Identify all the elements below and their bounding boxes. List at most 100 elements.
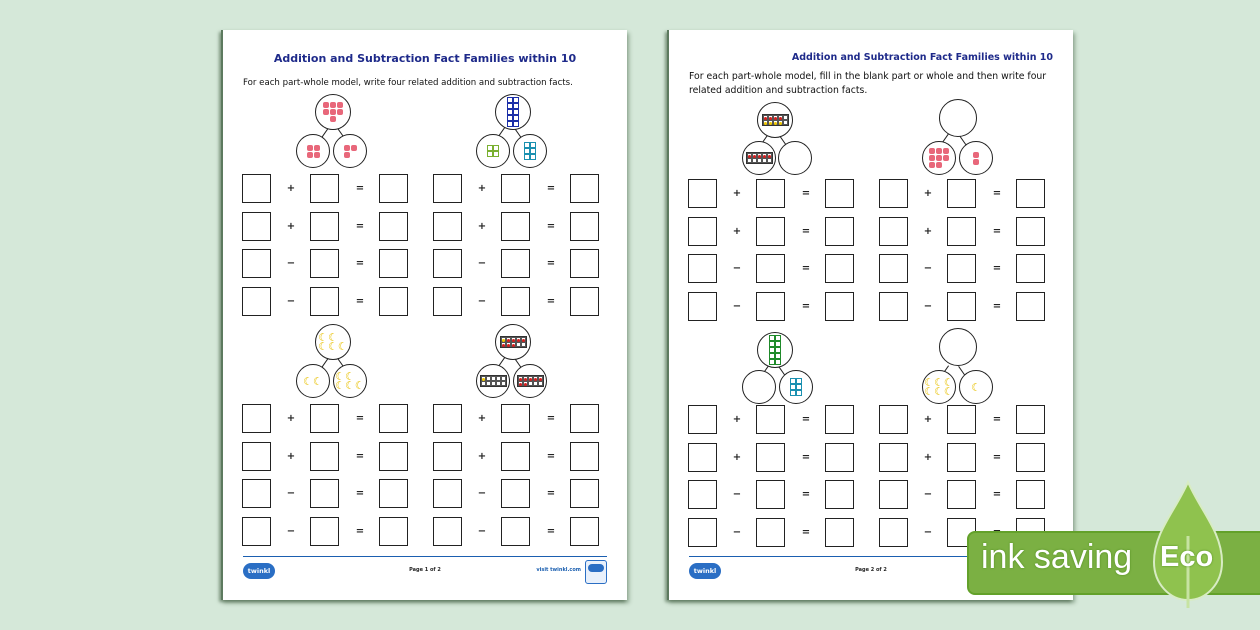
- answer-box[interactable]: [570, 211, 599, 241]
- answer-box[interactable]: [379, 479, 408, 508]
- answer-box[interactable]: [379, 249, 408, 278]
- answer-box[interactable]: [947, 405, 976, 434]
- answer-box[interactable]: [756, 291, 785, 321]
- answer-box[interactable]: [570, 249, 599, 278]
- answer-box[interactable]: [501, 516, 530, 546]
- answer-box[interactable]: [433, 174, 462, 203]
- equals-sign: =: [546, 413, 556, 424]
- answer-box[interactable]: [825, 480, 854, 509]
- answer-box[interactable]: [879, 480, 908, 509]
- answer-box[interactable]: [879, 517, 908, 547]
- answer-box[interactable]: [879, 216, 908, 246]
- answer-box[interactable]: [433, 286, 462, 316]
- blank-whole-circle[interactable]: [939, 99, 977, 137]
- answer-box[interactable]: [433, 479, 462, 508]
- answer-box[interactable]: [310, 211, 339, 241]
- answer-box[interactable]: [756, 517, 785, 547]
- answer-box[interactable]: [501, 174, 530, 203]
- answer-box[interactable]: [310, 174, 339, 203]
- blank-part-circle[interactable]: [742, 370, 776, 404]
- answer-box[interactable]: [570, 404, 599, 433]
- answer-box[interactable]: [688, 291, 717, 321]
- answer-box[interactable]: [433, 516, 462, 546]
- answer-box[interactable]: [1016, 442, 1045, 472]
- answer-box[interactable]: [242, 286, 271, 316]
- answer-box[interactable]: [756, 405, 785, 434]
- answer-box[interactable]: [242, 441, 271, 471]
- answer-box[interactable]: [688, 442, 717, 472]
- answer-box[interactable]: [825, 216, 854, 246]
- answer-box[interactable]: [570, 286, 599, 316]
- answer-box[interactable]: [379, 516, 408, 546]
- answer-box[interactable]: [879, 179, 908, 208]
- answer-box[interactable]: [1016, 216, 1045, 246]
- answer-box[interactable]: [756, 179, 785, 208]
- answer-box[interactable]: [242, 174, 271, 203]
- answer-box[interactable]: [879, 442, 908, 472]
- answer-box[interactable]: [310, 286, 339, 316]
- answer-box[interactable]: [688, 405, 717, 434]
- answer-box[interactable]: [1016, 291, 1045, 321]
- answer-box[interactable]: [688, 517, 717, 547]
- answer-box[interactable]: [501, 286, 530, 316]
- answer-box[interactable]: [433, 404, 462, 433]
- answer-box[interactable]: [756, 254, 785, 283]
- blank-part-circle[interactable]: [778, 141, 812, 175]
- answer-box[interactable]: [379, 286, 408, 316]
- answer-box[interactable]: [879, 405, 908, 434]
- answer-box[interactable]: [242, 404, 271, 433]
- answer-box[interactable]: [379, 441, 408, 471]
- answer-box[interactable]: [501, 211, 530, 241]
- answer-box[interactable]: [688, 216, 717, 246]
- answer-box[interactable]: [825, 517, 854, 547]
- answer-box[interactable]: [947, 254, 976, 283]
- answer-box[interactable]: [825, 179, 854, 208]
- answer-box[interactable]: [688, 254, 717, 283]
- answer-box[interactable]: [825, 405, 854, 434]
- answer-box[interactable]: [501, 249, 530, 278]
- answer-box[interactable]: [756, 442, 785, 472]
- answer-box[interactable]: [879, 254, 908, 283]
- answer-box[interactable]: [947, 442, 976, 472]
- answer-box[interactable]: [242, 479, 271, 508]
- blank-whole-circle[interactable]: [939, 328, 977, 366]
- answer-box[interactable]: [825, 442, 854, 472]
- answer-box[interactable]: [433, 441, 462, 471]
- answer-box[interactable]: [570, 441, 599, 471]
- answer-box[interactable]: [688, 179, 717, 208]
- answer-box[interactable]: [1016, 480, 1045, 509]
- answer-box[interactable]: [688, 480, 717, 509]
- answer-box[interactable]: [570, 174, 599, 203]
- answer-box[interactable]: [310, 516, 339, 546]
- answer-box[interactable]: [379, 174, 408, 203]
- answer-box[interactable]: [501, 441, 530, 471]
- answer-box[interactable]: [310, 441, 339, 471]
- visit-link[interactable]: visit twinkl.com: [536, 567, 581, 573]
- answer-box[interactable]: [756, 216, 785, 246]
- answer-box[interactable]: [379, 211, 408, 241]
- answer-box[interactable]: [570, 516, 599, 546]
- answer-box[interactable]: [433, 249, 462, 278]
- answer-box[interactable]: [947, 291, 976, 321]
- answer-box[interactable]: [570, 479, 599, 508]
- answer-box[interactable]: [379, 404, 408, 433]
- answer-box[interactable]: [947, 480, 976, 509]
- answer-box[interactable]: [1016, 254, 1045, 283]
- answer-box[interactable]: [1016, 179, 1045, 208]
- answer-box[interactable]: [756, 480, 785, 509]
- answer-box[interactable]: [947, 179, 976, 208]
- answer-box[interactable]: [825, 291, 854, 321]
- answer-box[interactable]: [242, 249, 271, 278]
- answer-box[interactable]: [501, 404, 530, 433]
- answer-box[interactable]: [825, 254, 854, 283]
- answer-box[interactable]: [242, 516, 271, 546]
- answer-box[interactable]: [310, 479, 339, 508]
- answer-box[interactable]: [310, 404, 339, 433]
- answer-box[interactable]: [433, 211, 462, 241]
- answer-box[interactable]: [879, 291, 908, 321]
- answer-box[interactable]: [501, 479, 530, 508]
- answer-box[interactable]: [242, 211, 271, 241]
- answer-box[interactable]: [1016, 405, 1045, 434]
- answer-box[interactable]: [310, 249, 339, 278]
- answer-box[interactable]: [947, 216, 976, 246]
